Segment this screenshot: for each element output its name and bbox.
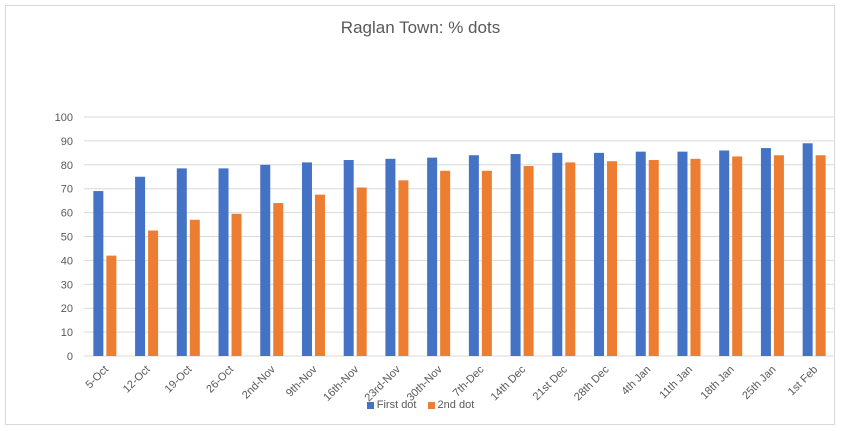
- bar-2nd-dot: [356, 187, 367, 356]
- bar-first-dot: [677, 151, 688, 356]
- bar-first-dot: [802, 143, 813, 356]
- bar-first-dot: [510, 154, 521, 356]
- x-tick-label: 1st Feb: [786, 364, 820, 398]
- bar-2nd-dot: [189, 219, 200, 356]
- bar-2nd-dot: [398, 180, 409, 356]
- y-tick-label: 10: [61, 327, 73, 339]
- bar-first-dot: [135, 176, 146, 356]
- bar-first-dot: [427, 157, 438, 356]
- y-tick-label: 60: [61, 208, 73, 220]
- bar-first-dot: [719, 150, 730, 356]
- bar-first-dot: [635, 151, 646, 356]
- y-tick-label: 30: [61, 279, 73, 291]
- bar-2nd-dot: [690, 158, 701, 356]
- x-tick-label: 14th Dec: [489, 363, 529, 403]
- bar-first-dot: [594, 152, 605, 356]
- bar-first-dot: [176, 168, 187, 356]
- legend-swatch: [366, 401, 374, 409]
- bar-2nd-dot: [148, 230, 159, 356]
- bar-2nd-dot: [732, 156, 743, 356]
- legend: First dot 2nd dot: [0, 399, 841, 412]
- bar-first-dot: [301, 162, 312, 356]
- bar-2nd-dot: [273, 203, 284, 356]
- bar-first-dot: [385, 158, 396, 356]
- x-tick-label: 16th-Nov: [321, 363, 361, 403]
- bar-first-dot: [552, 152, 563, 356]
- bar-2nd-dot: [607, 161, 618, 356]
- bar-first-dot: [343, 160, 354, 356]
- bar-2nd-dot: [648, 160, 659, 356]
- x-tick-label: 25th Jan: [740, 364, 778, 402]
- bar-first-dot: [93, 191, 104, 356]
- x-tick-label: 7th-Dec: [451, 363, 487, 399]
- x-tick-label: 19-Oct: [163, 364, 195, 396]
- x-tick-label: 2nd-Nov: [240, 363, 278, 401]
- y-tick-label: 90: [61, 136, 73, 148]
- x-tick-label: 12-Oct: [121, 364, 153, 396]
- x-tick-label: 30th-Nov: [405, 363, 445, 403]
- x-tick-label: 26-Oct: [204, 364, 236, 396]
- bar-first-dot: [260, 164, 271, 356]
- legend-item-first-dot: First dot: [366, 399, 417, 411]
- bar-2nd-dot: [314, 194, 325, 356]
- legend-label: First dot: [376, 399, 417, 411]
- x-tick-label: 28th Dec: [572, 363, 612, 403]
- y-tick-label: 70: [61, 184, 73, 196]
- legend-swatch: [427, 401, 435, 409]
- bar-2nd-dot: [481, 170, 492, 356]
- y-tick-label: 50: [61, 232, 73, 244]
- x-tick-label: 5-Oct: [83, 364, 111, 392]
- x-tick-label: 11th Jan: [657, 364, 695, 402]
- chart-title: Raglan Town: % dots: [340, 18, 501, 37]
- bar-2nd-dot: [815, 155, 826, 356]
- y-tick-label: 0: [67, 351, 73, 363]
- x-tick-label: 9th-Nov: [284, 363, 320, 399]
- y-tick-label: 80: [61, 160, 73, 172]
- bar-first-dot: [218, 168, 229, 356]
- bar-first-dot: [468, 155, 479, 356]
- legend-item-2nd-dot: 2nd dot: [427, 399, 475, 411]
- bar-first-dot: [760, 148, 771, 356]
- y-tick-label: 20: [61, 303, 73, 315]
- x-tick-label: 18th Jan: [698, 364, 736, 402]
- legend-label: 2nd dot: [437, 399, 475, 411]
- x-tick-label: 23rd-Nov: [363, 363, 404, 404]
- y-tick-label: 100: [55, 112, 73, 124]
- bar-2nd-dot: [523, 165, 534, 356]
- y-tick-label: 40: [61, 255, 73, 267]
- bar-2nd-dot: [773, 155, 784, 356]
- x-tick-label: 4th Jan: [619, 364, 653, 398]
- bar-2nd-dot: [106, 255, 117, 356]
- chart-frame: [5, 5, 835, 425]
- bar-2nd-dot: [231, 213, 242, 356]
- bar-2nd-dot: [440, 170, 451, 356]
- x-tick-label: 21st Dec: [531, 363, 571, 403]
- bar-2nd-dot: [565, 162, 576, 356]
